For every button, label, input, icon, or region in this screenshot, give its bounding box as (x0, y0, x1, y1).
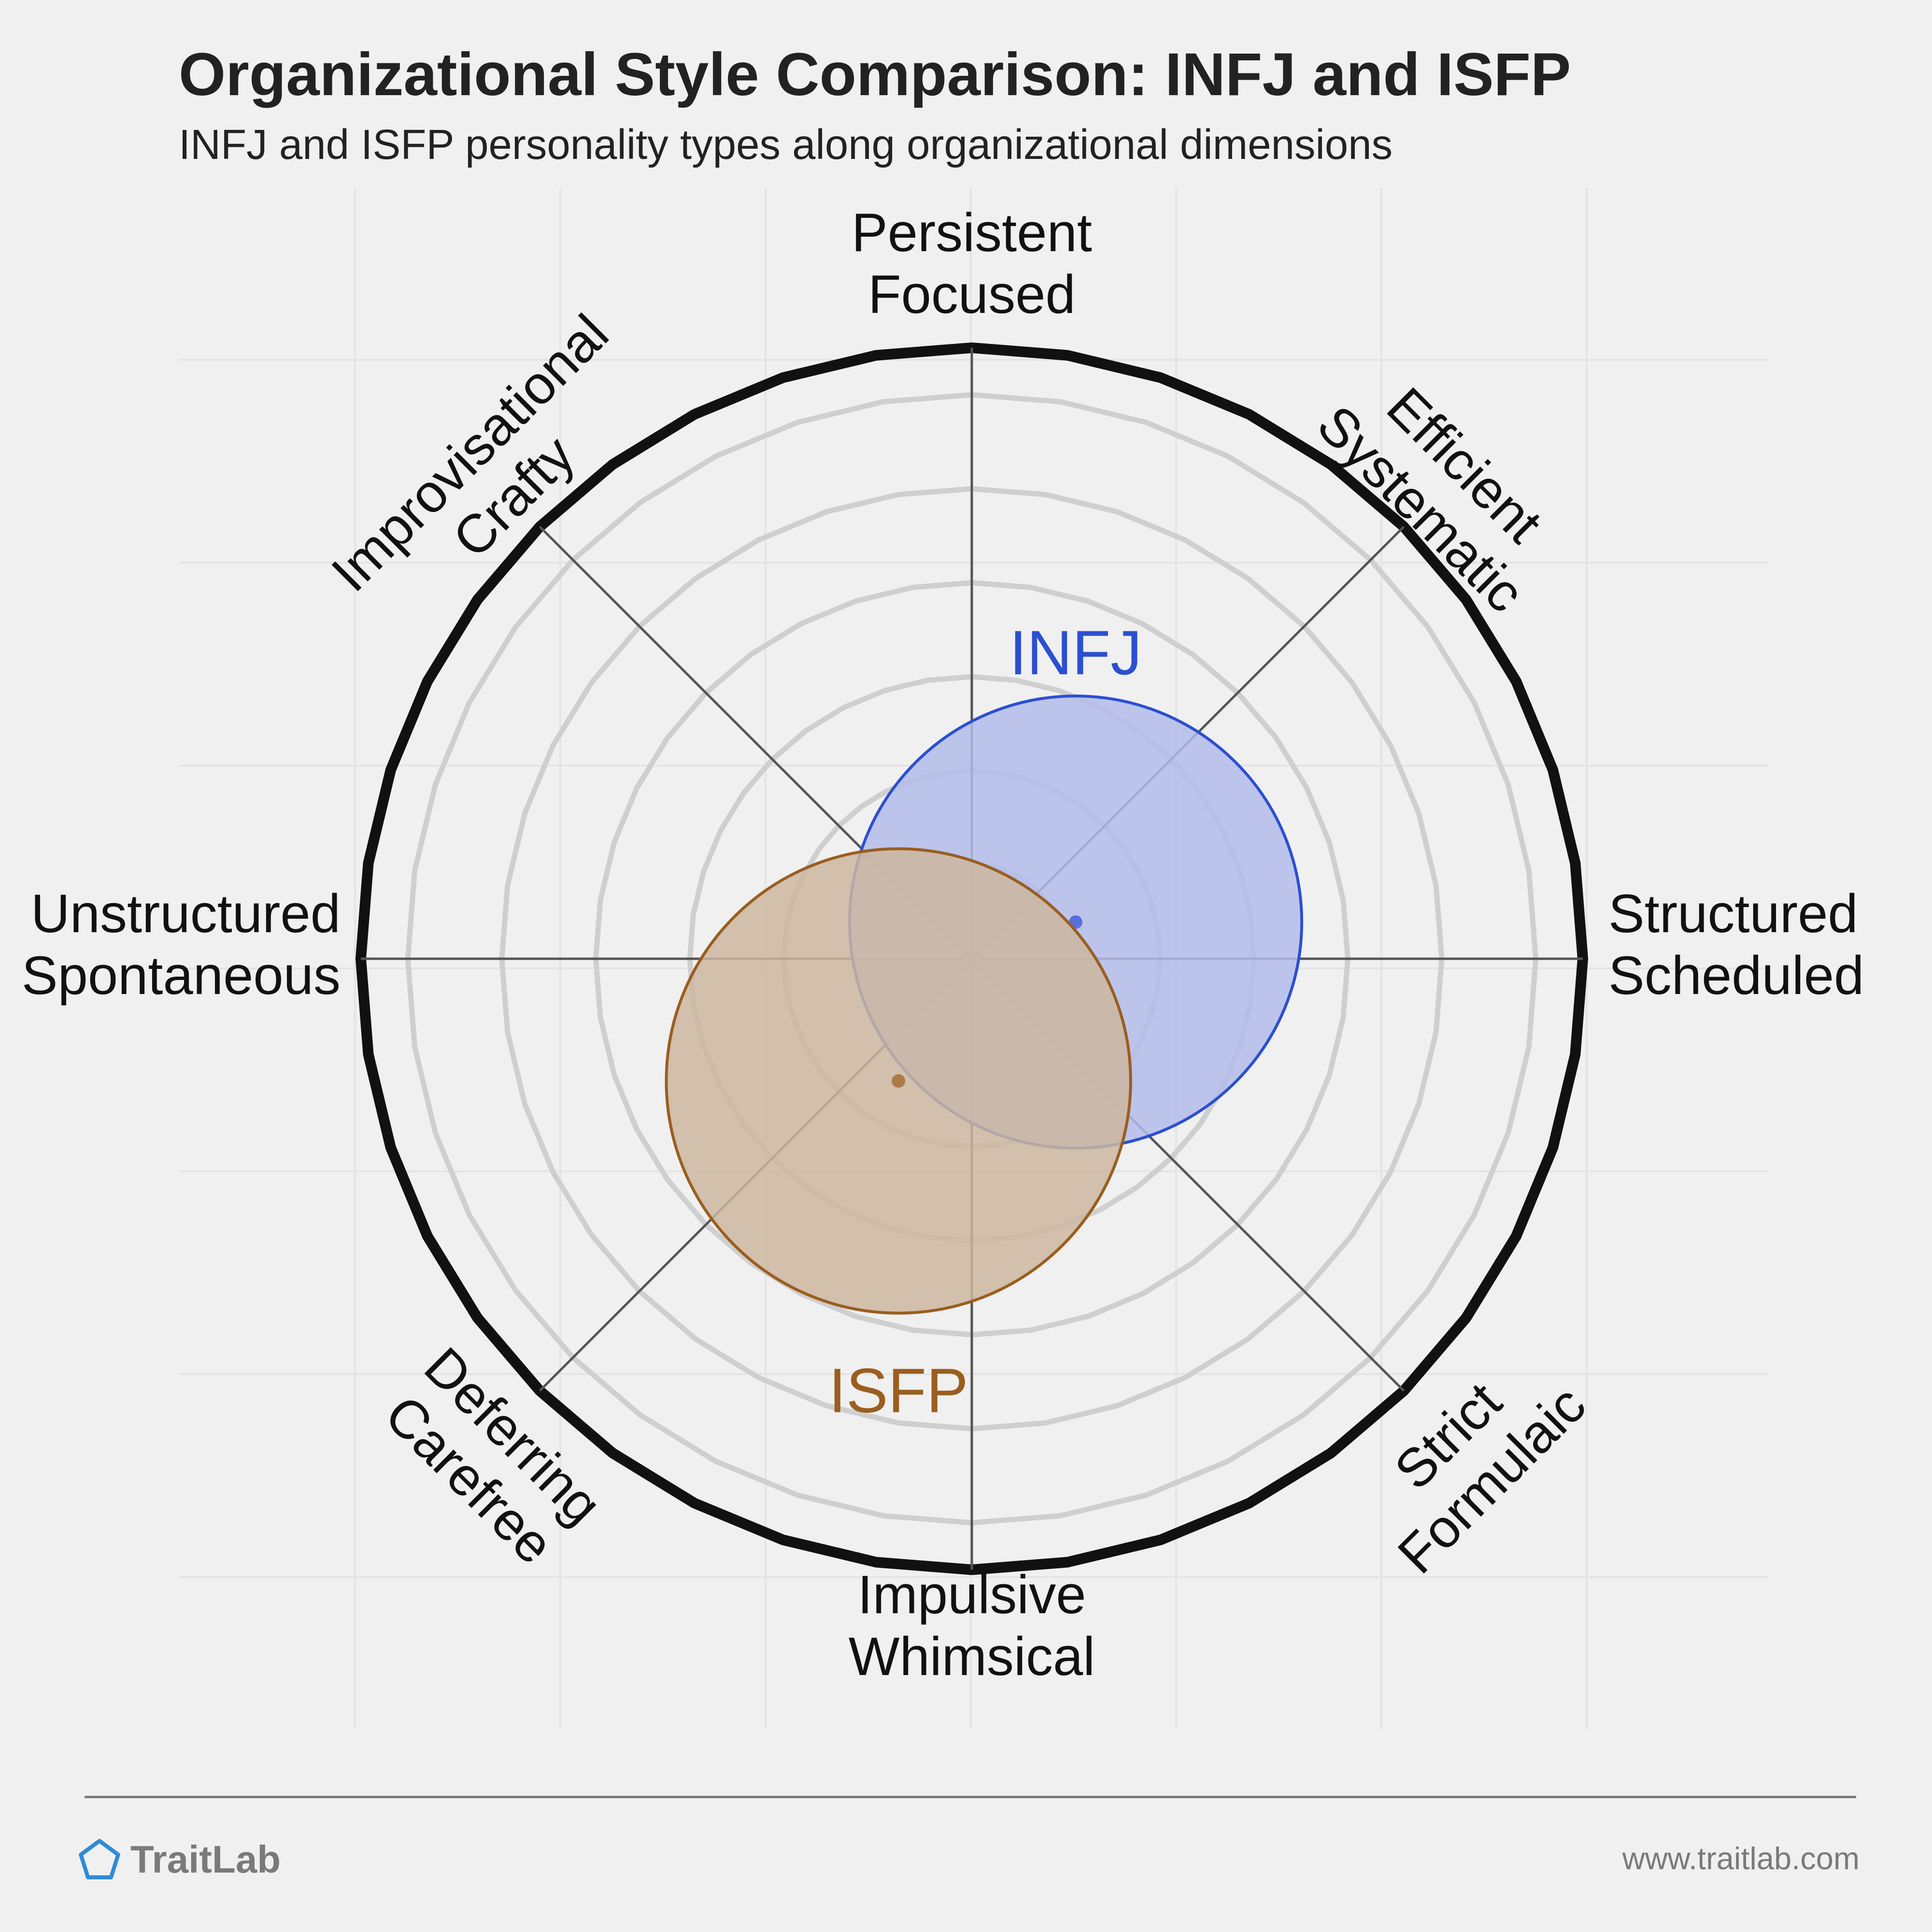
chart-subtitle: INFJ and ISFP personality types along or… (179, 121, 1393, 168)
series-layer: INFJ ISFP (665, 617, 1304, 1426)
brand-name: TraitLab (130, 1838, 281, 1881)
axis-label-line: Scheduled (1608, 945, 1864, 1006)
website-link[interactable]: www.traitlab.com (1622, 1841, 1860, 1876)
axis-label-line: Impulsive (857, 1564, 1086, 1625)
brand-logo[interactable]: TraitLab (77, 1833, 281, 1886)
axis-label-w: Unstructured Spontaneous (22, 883, 341, 1006)
isfp-label: ISFP (829, 1355, 968, 1426)
axis-label-sw: DeferringCarefree (369, 1336, 613, 1580)
axis-label-line: Focused (868, 264, 1076, 325)
infj-label: INFJ (1009, 617, 1142, 688)
axis-label-n: Persistent Focused (852, 202, 1092, 325)
axis-label-line: Whimsical (849, 1626, 1095, 1687)
axis-label-line: Unstructured (31, 883, 341, 944)
axis-label-s: Impulsive Whimsical (849, 1564, 1095, 1687)
axis-label-nw: ImprovisationalCrafty (320, 303, 664, 647)
pentagon-icon (79, 1839, 120, 1879)
axis-label-line: Structured (1608, 883, 1858, 944)
axis-label-line: Persistent (852, 202, 1092, 263)
axis-label-e: Structured Scheduled (1608, 883, 1864, 1006)
axis-label-line: Spontaneous (22, 945, 341, 1006)
footer-divider (85, 1796, 1856, 1798)
chart-title: Organizational Style Comparison: INFJ an… (179, 41, 1571, 108)
isfp-point (892, 1074, 906, 1088)
